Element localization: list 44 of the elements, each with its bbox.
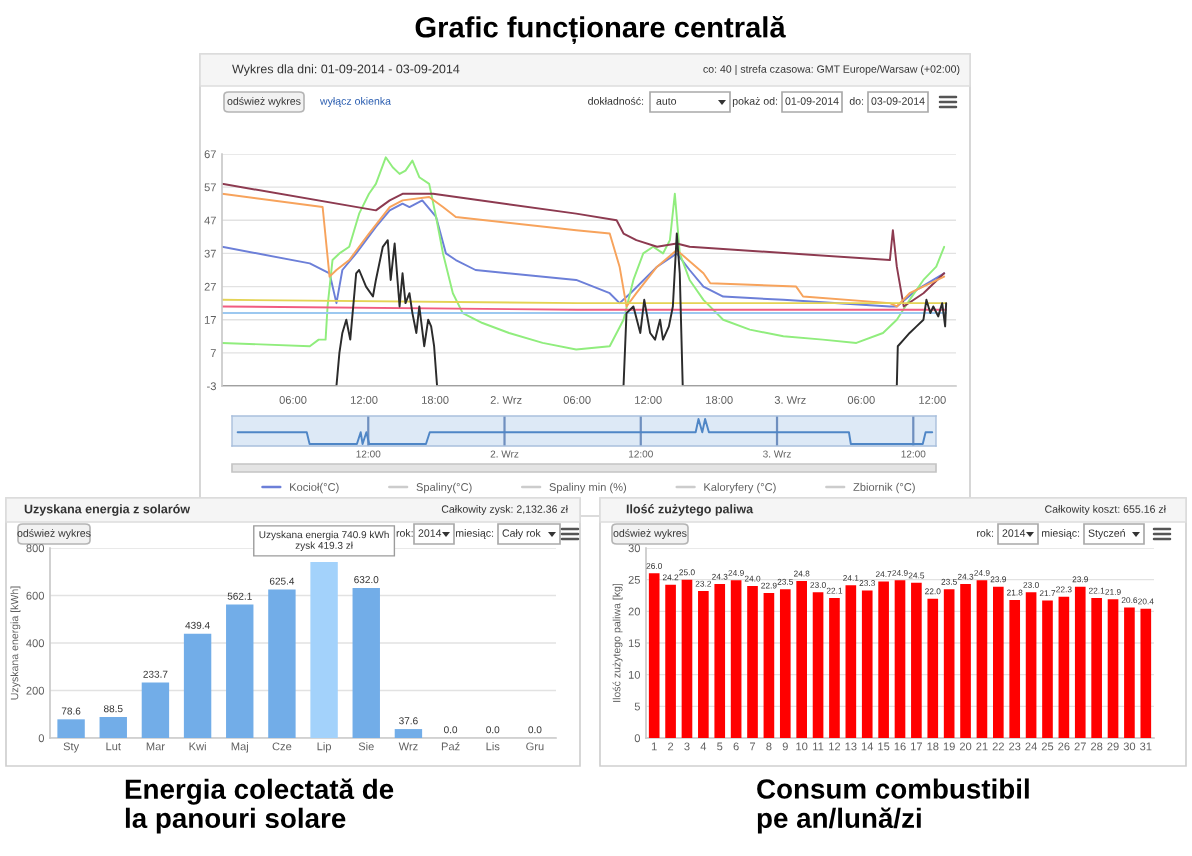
bar bbox=[1124, 607, 1135, 738]
bar bbox=[681, 579, 693, 738]
bar bbox=[183, 633, 212, 738]
bar bbox=[665, 584, 676, 738]
bar bbox=[927, 598, 939, 738]
bar bbox=[911, 582, 922, 738]
line-series bbox=[222, 156, 946, 351]
bar bbox=[763, 592, 775, 738]
bar bbox=[57, 719, 85, 738]
bar bbox=[943, 589, 955, 738]
bar bbox=[698, 591, 709, 738]
bar bbox=[829, 598, 840, 738]
bar bbox=[976, 580, 988, 738]
bar bbox=[960, 584, 971, 738]
bar bbox=[747, 586, 758, 738]
bar bbox=[141, 682, 170, 738]
bar bbox=[1058, 596, 1070, 738]
bar bbox=[99, 716, 127, 738]
bar bbox=[1009, 599, 1021, 738]
bar bbox=[1025, 592, 1037, 738]
bar bbox=[352, 587, 380, 738]
bar bbox=[1074, 586, 1086, 738]
bar bbox=[861, 590, 873, 738]
bar bbox=[730, 580, 742, 738]
bar bbox=[1042, 600, 1053, 738]
bar bbox=[845, 585, 857, 738]
bar bbox=[878, 581, 889, 738]
bar bbox=[648, 573, 660, 738]
bar bbox=[812, 592, 824, 738]
bar bbox=[310, 562, 338, 738]
bar bbox=[1107, 599, 1119, 738]
bar bbox=[993, 586, 1004, 738]
bar bbox=[226, 604, 254, 738]
bar bbox=[779, 589, 791, 738]
text: Consum combustibil pe an/lună/zi bbox=[757, 778, 1029, 834]
bar bbox=[268, 589, 296, 738]
bar bbox=[1140, 608, 1152, 738]
chart-title: Grafic funcționare centrală bbox=[415, 15, 786, 45]
bar bbox=[1091, 598, 1102, 738]
bar bbox=[796, 580, 807, 738]
bar bbox=[394, 729, 423, 738]
text: Energia colectată de la panouri solare bbox=[125, 778, 394, 834]
bar bbox=[714, 584, 726, 738]
bar bbox=[894, 580, 906, 738]
